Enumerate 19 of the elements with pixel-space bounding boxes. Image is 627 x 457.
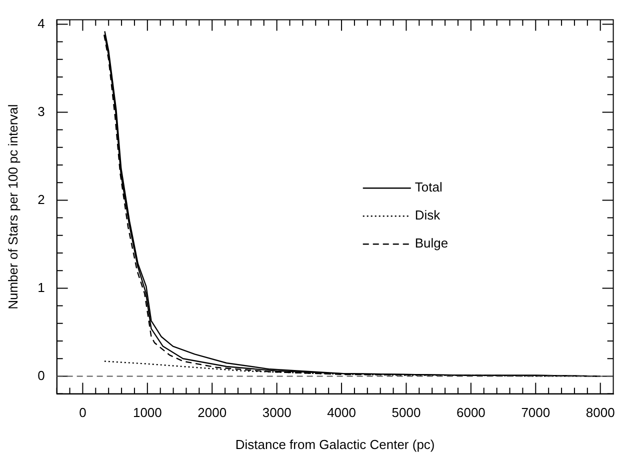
x-tick-label: 7000 bbox=[521, 405, 550, 420]
x-tick-label: 2000 bbox=[198, 405, 227, 420]
y-tick-label: 3 bbox=[38, 104, 45, 119]
x-tick-label: 0 bbox=[79, 405, 86, 420]
y-axis-title: Number of Stars per 100 pc interval bbox=[5, 104, 20, 310]
x-tick-label: 4000 bbox=[327, 405, 356, 420]
y-tick-label: 1 bbox=[38, 280, 45, 295]
y-tick-label: 0 bbox=[38, 368, 45, 383]
y-tick-label: 2 bbox=[38, 192, 45, 207]
legend-label: Disk bbox=[414, 208, 441, 223]
y-tick-label: 4 bbox=[38, 16, 45, 31]
x-tick-label: 1000 bbox=[132, 405, 162, 420]
x-tick-label: 3000 bbox=[262, 405, 292, 420]
x-tick-label: 6000 bbox=[456, 405, 486, 420]
x-tick-label: 5000 bbox=[392, 405, 421, 420]
legend-label: Total bbox=[414, 180, 442, 195]
x-axis-title: Distance from Galactic Center (pc) bbox=[235, 436, 435, 452]
legend-label: Bulge bbox=[414, 236, 448, 251]
x-tick-label: 8000 bbox=[586, 405, 615, 420]
